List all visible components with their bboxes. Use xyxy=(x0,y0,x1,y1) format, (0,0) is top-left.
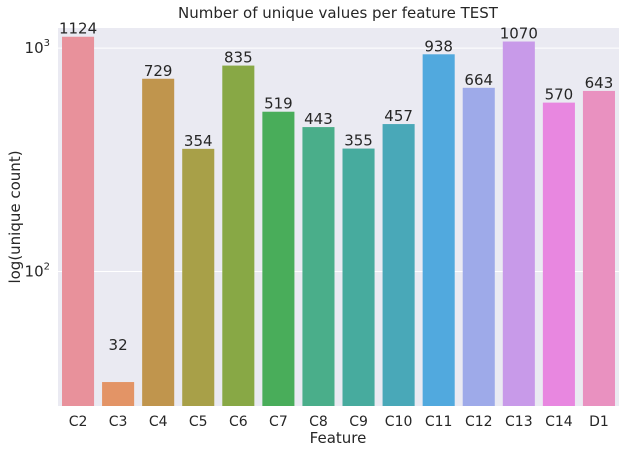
y-tick-labels: 102 103 xyxy=(25,38,50,280)
x-tick-label-D1: D1 xyxy=(589,414,609,430)
bar-D1 xyxy=(582,90,615,406)
data-label-C6: 835 xyxy=(224,49,253,67)
y-tick-label: 102 xyxy=(25,261,50,280)
data-label-C10: 457 xyxy=(384,107,413,125)
bar-C7 xyxy=(262,111,295,407)
bar-C13 xyxy=(502,41,535,407)
bar-C9 xyxy=(342,148,375,406)
x-tick-label-C7: C7 xyxy=(269,414,288,430)
x-tick-label-C6: C6 xyxy=(229,414,248,430)
x-tick-label-C2: C2 xyxy=(69,414,88,430)
x-tick-label-C10: C10 xyxy=(385,414,413,430)
bar-C3 xyxy=(102,382,135,406)
bars xyxy=(62,36,615,407)
x-tick-label-C14: C14 xyxy=(545,414,573,430)
data-label-C2: 1124 xyxy=(59,20,97,38)
x-tick-label-C11: C11 xyxy=(425,414,453,430)
x-tick-label-C9: C9 xyxy=(349,414,368,430)
x-tick-label-C5: C5 xyxy=(189,414,208,430)
bar-C2 xyxy=(62,36,95,406)
x-tick-label-C12: C12 xyxy=(465,414,493,430)
data-label-C14: 570 xyxy=(545,86,574,104)
x-axis-label: Feature xyxy=(310,429,367,447)
bar-C11 xyxy=(422,54,455,407)
data-label-C9: 355 xyxy=(344,132,373,150)
data-label-C5: 354 xyxy=(184,132,213,150)
bar-C10 xyxy=(382,124,415,407)
bar-C5 xyxy=(182,148,215,406)
y-tick-label: 103 xyxy=(25,38,50,57)
data-labels: 1124 32 729 354 835 519 443 355 457 938 664 1070 570… xyxy=(59,20,613,354)
chart-title: Number of unique values per feature TEST xyxy=(178,4,499,22)
bar-C14 xyxy=(542,102,575,407)
data-label-C3: 32 xyxy=(109,336,128,354)
bar-C6 xyxy=(222,65,255,406)
bar-C8 xyxy=(302,127,335,406)
data-label-D1: 643 xyxy=(585,74,614,92)
x-tick-label-C3: C3 xyxy=(109,414,128,430)
data-label-C11: 938 xyxy=(424,37,453,55)
data-label-C7: 519 xyxy=(264,95,293,113)
bar-C4 xyxy=(142,78,175,407)
data-label-C12: 664 xyxy=(464,71,493,89)
x-tick-label-C4: C4 xyxy=(149,414,168,430)
data-label-C8: 443 xyxy=(304,110,333,128)
data-label-C13: 1070 xyxy=(500,25,538,43)
x-tick-labels: C2 C3 C4 C5 C6 C7 C8 C9 C10 C11 C12 C13 C14 D1 xyxy=(69,414,609,430)
x-tick-label-C8: C8 xyxy=(309,414,328,430)
data-label-C4: 729 xyxy=(144,62,173,80)
y-axis-label: log(unique count) xyxy=(6,150,24,283)
x-tick-label-C13: C13 xyxy=(505,414,533,430)
bar-C12 xyxy=(462,87,495,407)
